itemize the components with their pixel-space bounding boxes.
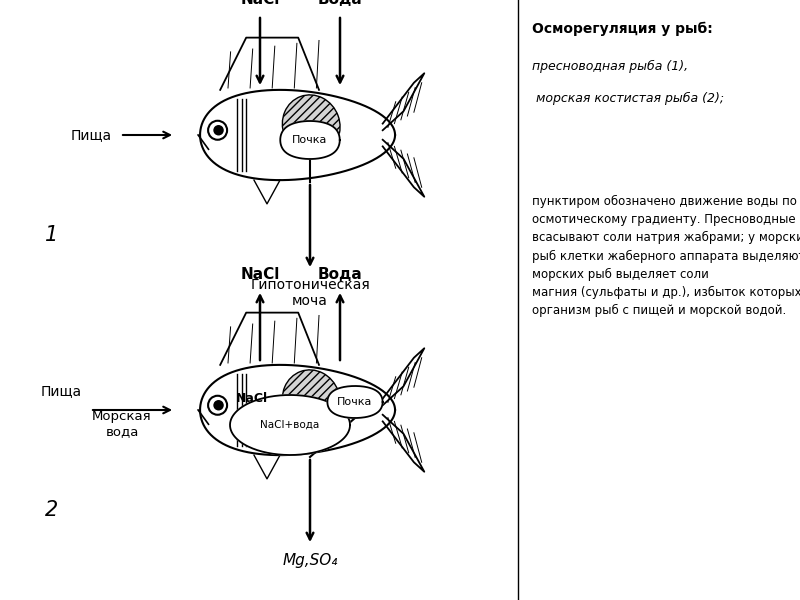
Text: пунктиром обозначено движение воды по
осмотическому градиенту. Пресноводные рыбы: пунктиром обозначено движение воды по ос… [532,195,800,317]
Text: Вода: Вода [318,267,362,282]
Polygon shape [200,90,395,180]
Text: Mg,SO₄: Mg,SO₄ [282,553,338,568]
Ellipse shape [282,370,340,431]
Polygon shape [382,415,424,472]
Polygon shape [230,395,350,455]
Circle shape [208,121,227,140]
Polygon shape [200,365,395,455]
Circle shape [208,396,227,415]
Polygon shape [220,313,319,365]
Text: NaCl: NaCl [236,391,268,404]
Text: Гипотоническая
моча: Гипотоническая моча [250,278,370,308]
Ellipse shape [282,95,340,156]
Text: 2: 2 [46,500,58,520]
Text: Морская
вода: Морская вода [92,410,152,438]
Text: Осморегуляция у рыб:: Осморегуляция у рыб: [532,22,713,37]
Text: пресноводная рыба (1),: пресноводная рыба (1), [532,60,688,73]
Text: Пища: Пища [41,384,82,398]
Text: Вода: Вода [318,0,362,7]
Text: NaCl+вода: NaCl+вода [260,420,320,430]
Text: Почка: Почка [292,135,328,145]
Text: NaCl: NaCl [240,267,280,282]
Text: морская костистая рыба (2);: морская костистая рыба (2); [532,92,724,105]
Polygon shape [327,386,382,418]
Polygon shape [382,348,424,405]
Text: 1: 1 [46,225,58,245]
Polygon shape [280,121,340,159]
Circle shape [214,125,224,136]
Polygon shape [382,73,424,130]
Polygon shape [254,455,280,479]
Circle shape [214,400,224,410]
Text: Пища: Пища [71,128,112,142]
Polygon shape [254,180,280,204]
Text: Почка: Почка [338,397,373,407]
Polygon shape [382,140,424,197]
Polygon shape [220,38,319,90]
Text: NaCl: NaCl [240,0,280,7]
